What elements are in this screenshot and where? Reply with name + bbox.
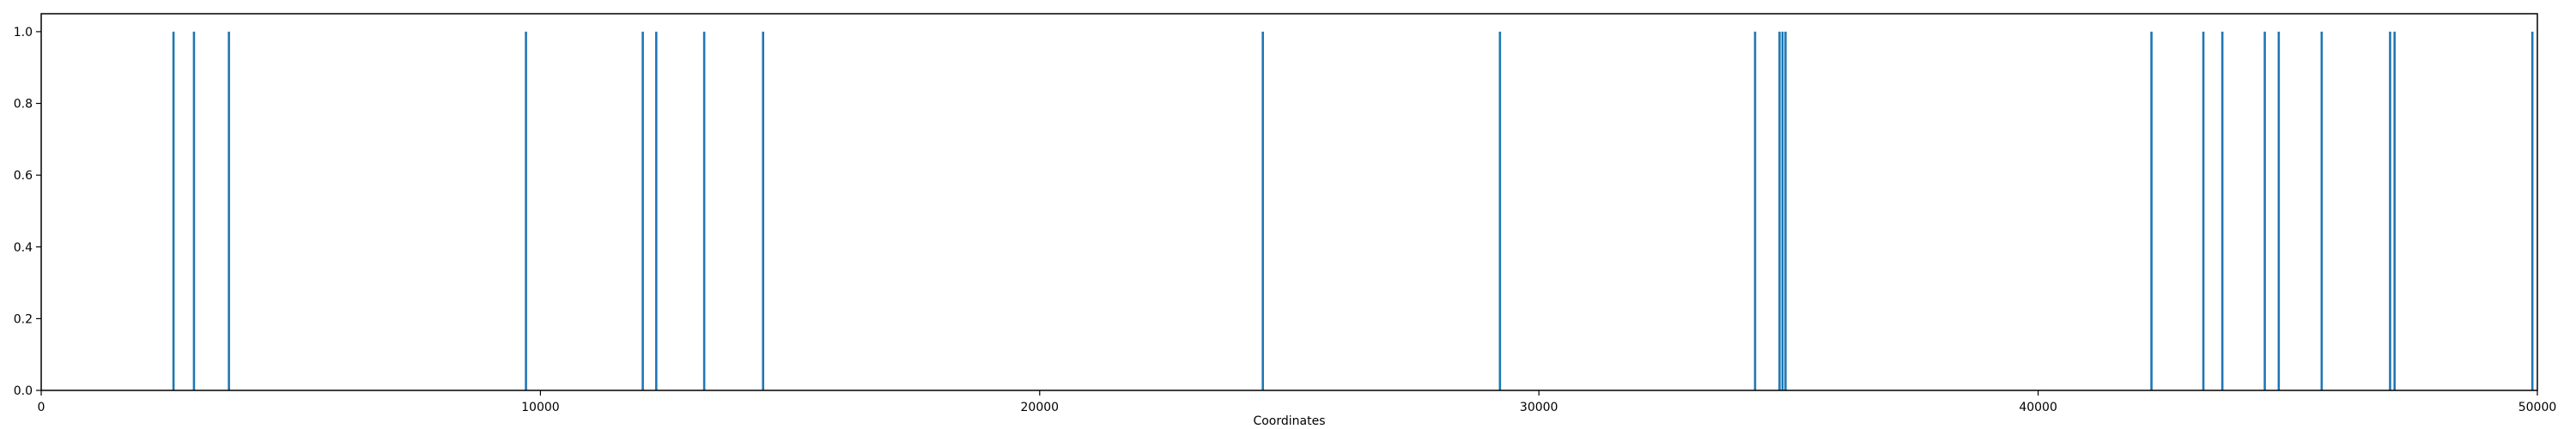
bar	[2277, 31, 2281, 391]
bar	[2221, 31, 2224, 391]
x-tick-label: 40000	[2019, 401, 2057, 414]
y-tick-label: 0.8	[14, 98, 33, 112]
x-tick-label: 10000	[521, 401, 560, 414]
x-tick-label: 30000	[1520, 401, 1558, 414]
bar	[1784, 31, 1787, 391]
y-tick-label: 0.4	[14, 241, 33, 255]
bar	[702, 31, 706, 391]
bar	[525, 31, 527, 391]
plot-frame	[40, 13, 2538, 391]
bar	[2263, 31, 2266, 391]
bar	[2393, 31, 2397, 391]
y-tick-label: 1.0	[14, 26, 33, 39]
bar	[1261, 31, 1264, 391]
x-axis-label: Coordinates	[1253, 414, 1325, 428]
bar	[1753, 31, 1757, 391]
bar	[1498, 31, 1502, 391]
bar	[2320, 31, 2324, 391]
x-tick-label: 50000	[2518, 401, 2557, 414]
bar	[2530, 31, 2534, 391]
bar	[192, 31, 196, 391]
bar	[762, 31, 765, 391]
bar	[1778, 31, 1781, 391]
x-tick-label: 20000	[1021, 401, 1060, 414]
bar	[2202, 31, 2205, 391]
bar	[2150, 31, 2153, 391]
bar	[1781, 31, 1784, 391]
bar	[172, 31, 175, 391]
y-tick-label: 0.2	[14, 312, 33, 326]
bar	[228, 31, 230, 391]
bar	[641, 31, 644, 391]
ticks-layer: 0 10000 20000 30000 40000 50000 0.0 0.2 0.4 0.6 0.…	[14, 26, 2557, 414]
y-tick-label: 0.0	[14, 384, 33, 398]
bars-layer	[172, 31, 2534, 391]
y-tick-label: 0.6	[14, 169, 33, 183]
bar	[654, 31, 658, 391]
bar	[2389, 31, 2391, 391]
x-tick-label: 0	[38, 401, 46, 414]
